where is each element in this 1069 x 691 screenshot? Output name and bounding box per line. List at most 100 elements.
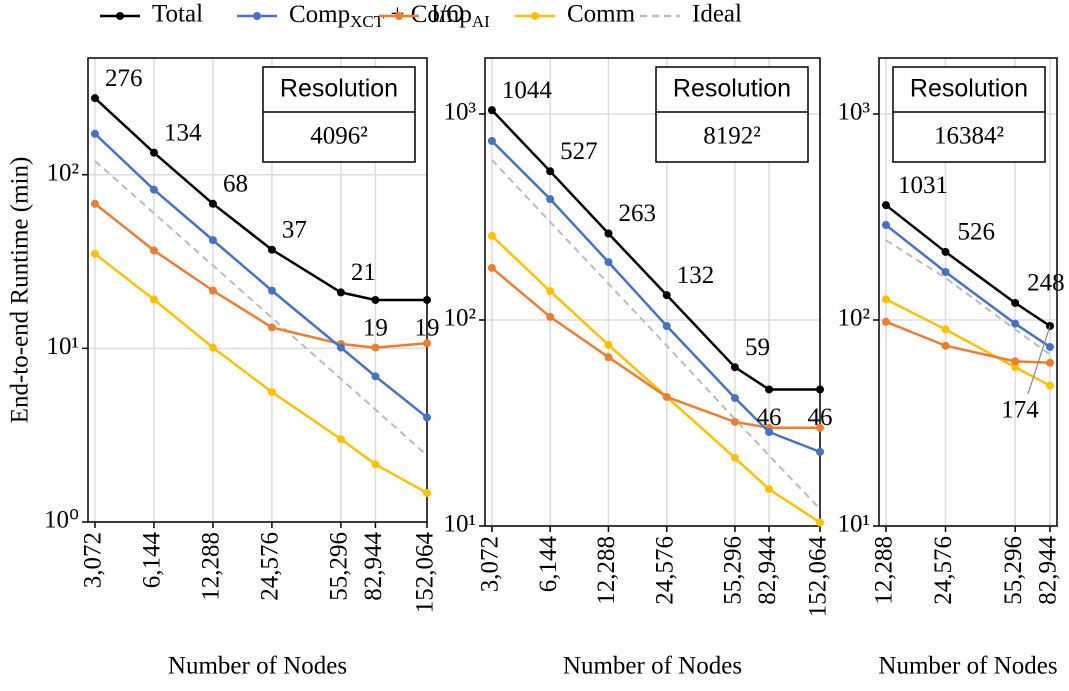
data-label: 132	[677, 262, 715, 289]
series-marker	[267, 323, 276, 332]
panel: 3,072 6,144 12,288 24,576 55,296 82,944 152,06…	[7, 57, 440, 680]
series-marker	[765, 427, 774, 436]
x-tick-label: 24,576	[257, 532, 284, 601]
series-marker	[336, 343, 345, 352]
series-marker	[941, 325, 950, 334]
y-tick-label: 10¹	[47, 333, 80, 360]
x-tick-label: 6,144	[139, 532, 166, 589]
data-label: 46	[808, 404, 833, 431]
series-marker	[336, 288, 345, 297]
series-marker	[208, 343, 217, 352]
x-tick-label: 55,296	[1000, 536, 1027, 605]
series-line	[885, 239, 1051, 356]
resolution-title: Resolution	[910, 75, 1028, 103]
series-marker	[941, 247, 950, 256]
series-marker	[90, 199, 99, 208]
data-label: 37	[282, 216, 307, 243]
data-label: 21	[351, 259, 376, 286]
series-marker	[423, 339, 431, 348]
series-marker	[1011, 357, 1020, 366]
resolution-value: 8192²	[703, 123, 761, 150]
y-tick-label: 10²	[444, 305, 477, 332]
x-tick-label: 55,296	[326, 532, 353, 601]
series-marker	[423, 488, 431, 497]
series-marker	[149, 295, 158, 304]
series-line	[94, 160, 428, 457]
x-tick-label: 152,064	[805, 536, 832, 618]
series-marker	[881, 317, 890, 326]
series-marker	[423, 413, 431, 422]
series-marker	[1045, 381, 1054, 390]
annotation: 248	[1027, 270, 1065, 297]
series-marker	[546, 287, 555, 296]
x-tick-label: 55,296	[720, 536, 747, 605]
series-marker	[881, 295, 890, 304]
x-tick-label: 12,288	[871, 536, 898, 605]
legend-label: Ideal	[692, 1, 742, 28]
series-marker	[941, 341, 950, 350]
series-line	[885, 224, 1051, 348]
series-marker	[487, 263, 496, 272]
series-marker	[730, 363, 739, 372]
data-label: 19	[363, 315, 388, 342]
series-marker	[90, 94, 99, 103]
y-tick-label: 10⁰	[44, 507, 79, 534]
legend-marker	[531, 12, 539, 20]
x-axis-label: Number of Nodes	[878, 653, 1057, 680]
annotation: 1031	[898, 172, 948, 199]
series-marker	[662, 392, 671, 401]
series-marker	[208, 236, 217, 245]
series-marker	[546, 167, 555, 176]
x-tick-label: 82,944	[754, 536, 781, 605]
series-marker	[662, 291, 671, 300]
series-marker	[765, 385, 774, 394]
resolution-box	[262, 66, 416, 163]
annotation: 526	[958, 219, 996, 246]
series-line	[491, 234, 821, 524]
series-marker	[371, 372, 380, 381]
x-tick-label: 24,576	[930, 536, 957, 605]
y-tick-label: 10³	[444, 99, 477, 126]
data-label: 134	[164, 119, 202, 146]
x-tick-label: 12,288	[593, 536, 620, 605]
series-marker	[604, 229, 613, 238]
series-marker	[267, 286, 276, 295]
legend-label-part: AI	[472, 12, 490, 31]
resolution-title: Resolution	[673, 75, 791, 103]
legend-label-part: Comp	[289, 1, 350, 28]
series-marker	[604, 258, 613, 267]
data-label: 46	[757, 404, 782, 431]
series-marker	[423, 295, 431, 304]
series-marker	[1045, 358, 1054, 367]
y-tick-label: 10³	[838, 99, 871, 126]
series-marker	[881, 201, 890, 210]
legend-label: Comm	[567, 1, 636, 28]
panel: 12,288 24,576 55,296 82,944 10¹ 10² 10³ 1031 526…	[838, 57, 1065, 680]
series-line	[885, 204, 1051, 328]
series-marker	[816, 423, 824, 432]
data-label: 19	[415, 315, 440, 342]
series-marker	[941, 268, 950, 277]
series-marker	[1011, 363, 1020, 372]
x-tick-label: 82,944	[360, 532, 387, 601]
data-label: 1044	[502, 77, 553, 104]
series-marker	[371, 295, 380, 304]
series-marker	[1011, 298, 1020, 307]
series-marker	[208, 286, 217, 295]
legend-marker	[395, 12, 403, 20]
series-marker	[371, 460, 380, 469]
series-marker	[765, 485, 774, 494]
x-axis-label: Number of Nodes	[563, 653, 742, 680]
x-tick-label: 152,064	[412, 532, 439, 614]
series-marker	[604, 353, 613, 362]
series-marker	[604, 340, 613, 349]
series-marker	[90, 249, 99, 258]
series-marker	[336, 435, 345, 444]
legend-marker	[116, 12, 124, 20]
series-marker	[816, 385, 824, 394]
series-marker	[881, 221, 890, 230]
plot-frame	[878, 57, 1058, 527]
data-label: 527	[560, 138, 598, 165]
series-marker	[546, 312, 555, 321]
